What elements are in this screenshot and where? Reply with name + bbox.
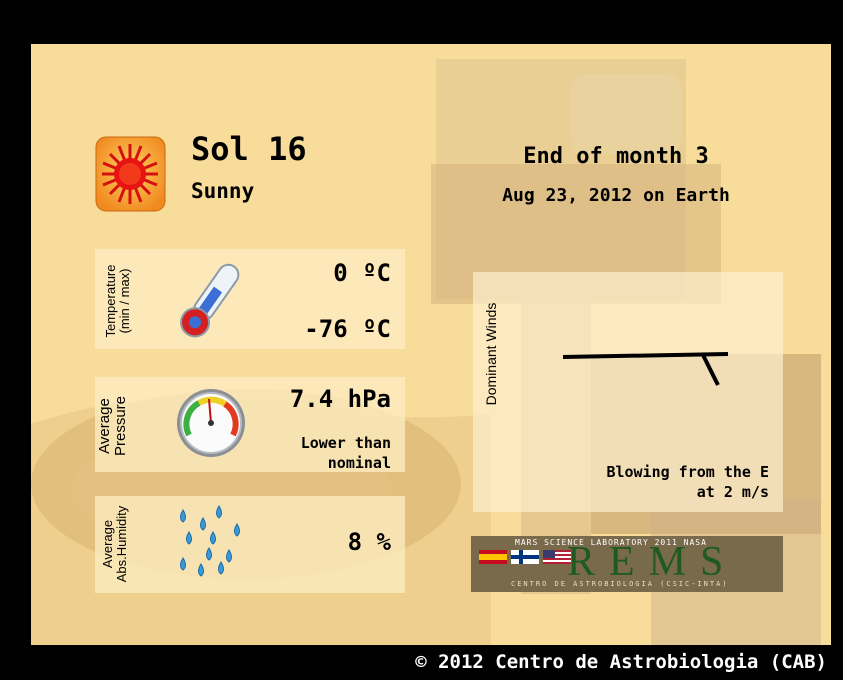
temperature-label: Temperature (min / max) <box>103 264 132 338</box>
water-drops-icon <box>180 505 240 577</box>
rems-wordmark: REMS <box>567 539 738 585</box>
sol-title: Sol 16 <box>191 130 307 168</box>
footer: © 2012 Centro de Astrobiologia (CAB) <box>0 645 843 680</box>
humidity-panel: Average Abs.Humidity 8 % <box>95 496 405 593</box>
wind-direction-icon <box>562 352 729 386</box>
weather-card: Sol 16 Sunny End of month 3 Aug 23, 2012… <box>31 44 831 645</box>
temperature-panel: Temperature (min / max) 0 ºC -76 ºC <box>95 249 405 349</box>
country-flags-icon <box>479 550 571 564</box>
pressure-label: Average Pressure <box>96 395 129 457</box>
pressure-value: 7.4 hPa <box>289 385 391 413</box>
period-title: End of month 3 <box>523 144 709 169</box>
thermometer-icon <box>180 263 240 338</box>
earth-date: Aug 23, 2012 on Earth <box>502 185 730 206</box>
pressure-gauge-icon <box>177 389 245 457</box>
sol-condition: Sunny <box>191 179 255 203</box>
humidity-value: 8 % <box>347 528 391 556</box>
rems-logo: MARS SCIENCE LABORATORY 2011 NASA REMS C… <box>471 536 783 592</box>
winds-label: Dominant Winds <box>483 302 499 406</box>
pressure-panel: Average Pressure 7.4 hPa Lower than nomina… <box>95 377 405 472</box>
copyright-text: © 2012 Centro de Astrobiologia (CAB) <box>415 651 827 673</box>
temperature-min: -76 ºC <box>304 315 391 343</box>
temperature-max: 0 ºC <box>333 259 391 287</box>
humidity-label: Average Abs.Humidity <box>100 505 129 583</box>
pressure-note: Lower than nominal <box>300 434 391 472</box>
sun-icon <box>95 136 166 212</box>
